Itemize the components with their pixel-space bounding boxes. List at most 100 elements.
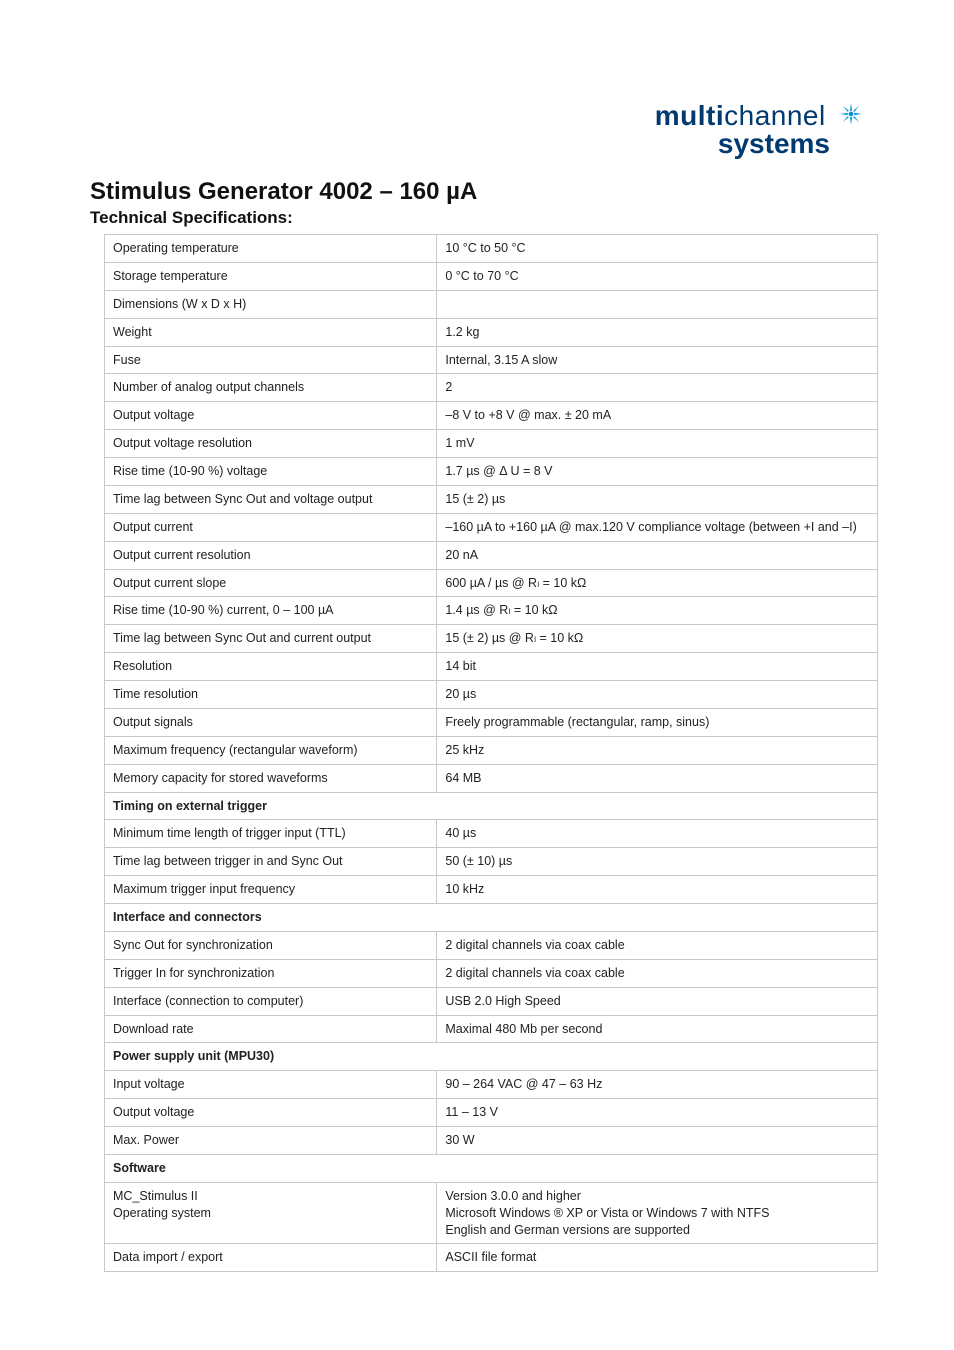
spec-value: 10 kHz: [437, 876, 878, 904]
spec-label: Weight: [105, 318, 437, 346]
spec-value: 15 (± 2) µs @ Rₗ = 10 kΩ: [437, 625, 878, 653]
table-row: Timing on external trigger: [105, 792, 878, 820]
table-row: Output voltage–8 V to +8 V @ max. ± 20 m…: [105, 402, 878, 430]
spec-label: Trigger In for synchronization: [105, 959, 437, 987]
spec-label: Number of analog output channels: [105, 374, 437, 402]
section-header: Timing on external trigger: [105, 792, 878, 820]
section-header: Power supply unit (MPU30): [105, 1043, 878, 1071]
spec-label: Output voltage resolution: [105, 430, 437, 458]
spec-label: Memory capacity for stored waveforms: [105, 764, 437, 792]
spec-label: Output voltage: [105, 402, 437, 430]
table-row: Resolution14 bit: [105, 653, 878, 681]
page-subtitle: Technical Specifications:: [90, 208, 864, 228]
spec-label: Maximum frequency (rectangular waveform): [105, 736, 437, 764]
spec-value: 1.7 µs @ Δ U = 8 V: [437, 458, 878, 486]
table-row: Dimensions (W x D x H): [105, 290, 878, 318]
table-row: Number of analog output channels2: [105, 374, 878, 402]
spec-value: 64 MB: [437, 764, 878, 792]
table-row: Time lag between Sync Out and voltage ou…: [105, 485, 878, 513]
table-row: Software: [105, 1154, 878, 1182]
spec-label: Time lag between Sync Out and voltage ou…: [105, 485, 437, 513]
spec-label: Max. Power: [105, 1127, 437, 1155]
spec-label: Dimensions (W x D x H): [105, 290, 437, 318]
spec-label: Output signals: [105, 708, 437, 736]
table-row: Max. Power30 W: [105, 1127, 878, 1155]
spec-label: Download rate: [105, 1015, 437, 1043]
spec-value: –8 V to +8 V @ max. ± 20 mA: [437, 402, 878, 430]
spec-label-line: MC_Stimulus II: [113, 1188, 428, 1205]
table-row: Memory capacity for stored waveforms64 M…: [105, 764, 878, 792]
spec-value: 20 nA: [437, 541, 878, 569]
spec-value: Internal, 3.15 A slow: [437, 346, 878, 374]
spec-value: Version 3.0.0 and higherMicrosoft Window…: [437, 1182, 878, 1244]
table-row: Interface (connection to computer)USB 2.…: [105, 987, 878, 1015]
spec-label: Interface (connection to computer): [105, 987, 437, 1015]
asterisk-icon: [838, 101, 864, 134]
spec-label: Data import / export: [105, 1244, 437, 1272]
table-row: Interface and connectors: [105, 904, 878, 932]
spec-value: Freely programmable (rectangular, ramp, …: [437, 708, 878, 736]
brand-logo: multichannel systems: [90, 100, 864, 160]
spec-value: Maximal 480 Mb per second: [437, 1015, 878, 1043]
logo-part2: channel: [724, 100, 826, 131]
spec-label: Output voltage: [105, 1099, 437, 1127]
spec-value: 2 digital channels via coax cable: [437, 931, 878, 959]
spec-value-line: Version 3.0.0 and higher: [445, 1188, 869, 1205]
page-title: Stimulus Generator 4002 – 160 µA: [90, 178, 864, 206]
spec-label: Output current: [105, 513, 437, 541]
spec-label: Rise time (10-90 %) current, 0 – 100 µA: [105, 597, 437, 625]
spec-value: 1.2 kg: [437, 318, 878, 346]
spec-label: Operating temperature: [105, 235, 437, 263]
table-row: Operating temperature10 °C to 50 °C: [105, 235, 878, 263]
spec-value: 14 bit: [437, 653, 878, 681]
spec-value: 25 kHz: [437, 736, 878, 764]
spec-value: 40 µs: [437, 820, 878, 848]
spec-value: 15 (± 2) µs: [437, 485, 878, 513]
spec-value: 50 (± 10) µs: [437, 848, 878, 876]
table-row: Time resolution20 µs: [105, 681, 878, 709]
table-row: Storage temperature 0 °C to 70 °C: [105, 262, 878, 290]
spec-label: Time lag between trigger in and Sync Out: [105, 848, 437, 876]
table-row: Output current resolution20 nA: [105, 541, 878, 569]
spec-label: Storage temperature: [105, 262, 437, 290]
spec-label: Rise time (10-90 %) voltage: [105, 458, 437, 486]
table-row: Trigger In for synchronization2 digital …: [105, 959, 878, 987]
spec-label: Input voltage: [105, 1071, 437, 1099]
spec-label: Maximum trigger input frequency: [105, 876, 437, 904]
table-row: Weight1.2 kg: [105, 318, 878, 346]
spec-value: 1 mV: [437, 430, 878, 458]
table-row: Data import / exportASCII file format: [105, 1244, 878, 1272]
table-row: Rise time (10-90 %) current, 0 – 100 µA1…: [105, 597, 878, 625]
spec-value: –160 µA to +160 µA @ max.120 V complianc…: [437, 513, 878, 541]
spec-label: Output current resolution: [105, 541, 437, 569]
spec-label: Minimum time length of trigger input (TT…: [105, 820, 437, 848]
spec-value: 0 °C to 70 °C: [437, 262, 878, 290]
section-header: Software: [105, 1154, 878, 1182]
spec-value: 10 °C to 50 °C: [437, 235, 878, 263]
table-row: Output signalsFreely programmable (recta…: [105, 708, 878, 736]
spec-value: USB 2.0 High Speed: [437, 987, 878, 1015]
spec-value: 1.4 µs @ Rₗ = 10 kΩ: [437, 597, 878, 625]
spec-value: 2 digital channels via coax cable: [437, 959, 878, 987]
table-row: Output voltage11 – 13 V: [105, 1099, 878, 1127]
logo-part1: multi: [655, 100, 724, 131]
table-row: Output current–160 µA to +160 µA @ max.1…: [105, 513, 878, 541]
spec-label-line: Operating system: [113, 1205, 428, 1222]
table-row: Download rateMaximal 480 Mb per second: [105, 1015, 878, 1043]
spec-value-line: Microsoft Windows ® XP or Vista or Windo…: [445, 1205, 869, 1222]
spec-value: 30 W: [437, 1127, 878, 1155]
spec-label: Output current slope: [105, 569, 437, 597]
table-row: Input voltage90 – 264 VAC @ 47 – 63 Hz: [105, 1071, 878, 1099]
spec-label: MC_Stimulus IIOperating system: [105, 1182, 437, 1244]
table-row: Power supply unit (MPU30): [105, 1043, 878, 1071]
table-row: Output voltage resolution1 mV: [105, 430, 878, 458]
spec-value: 600 µA / µs @ Rₗ = 10 kΩ: [437, 569, 878, 597]
spec-value: 90 – 264 VAC @ 47 – 63 Hz: [437, 1071, 878, 1099]
spec-value-line: English and German versions are supporte…: [445, 1222, 869, 1239]
spec-value: 20 µs: [437, 681, 878, 709]
spec-value: ASCII file format: [437, 1244, 878, 1272]
section-header: Interface and connectors: [105, 904, 878, 932]
spec-value: 11 – 13 V: [437, 1099, 878, 1127]
table-row: Time lag between trigger in and Sync Out…: [105, 848, 878, 876]
table-row: Sync Out for synchronization2 digital ch…: [105, 931, 878, 959]
